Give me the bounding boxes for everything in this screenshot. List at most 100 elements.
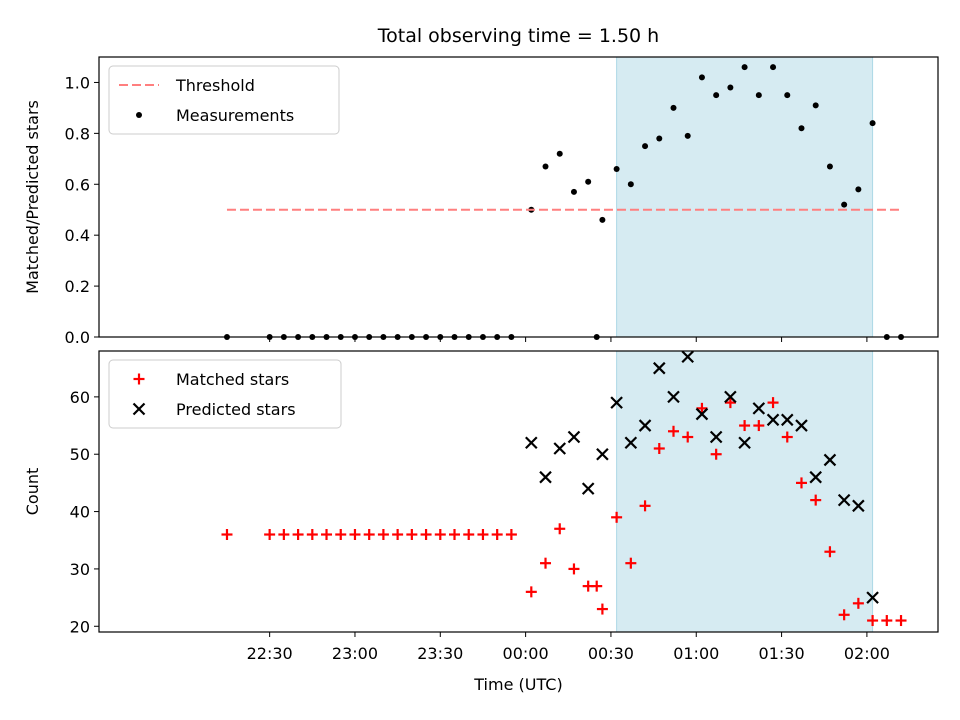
matched-star-point <box>264 529 276 541</box>
measurement-point <box>741 64 748 71</box>
x-b <box>581 482 595 495</box>
x-tick-label: 00:30 <box>588 644 634 663</box>
matched-star-point <box>377 529 389 541</box>
x-tick-label: 01:00 <box>673 644 719 663</box>
x-tick-label: 23:00 <box>332 644 378 663</box>
matched-star-point <box>505 529 517 541</box>
measurement-point <box>812 102 819 109</box>
y-tick-label: 0.4 <box>65 226 90 245</box>
measurement-point <box>784 92 791 99</box>
x-b <box>866 591 879 604</box>
predicted-star-point <box>809 470 822 484</box>
matched-star-point <box>321 529 333 541</box>
x-b <box>695 407 709 421</box>
matched-star-point <box>867 615 879 627</box>
legend-box <box>108 359 342 429</box>
legend-label: Predicted stars <box>176 400 296 419</box>
x-b <box>795 419 808 432</box>
predicted-star-point <box>653 361 666 375</box>
x-b <box>610 396 623 409</box>
matched-star-point <box>753 420 765 432</box>
y-tick-label: 0.2 <box>65 277 90 296</box>
measurement-point <box>713 92 720 99</box>
measurement-point <box>698 74 705 81</box>
x-b <box>624 436 638 450</box>
measurement-point <box>613 166 620 172</box>
y-tick-label: 0.0 <box>65 328 90 347</box>
matched-star-point <box>795 477 807 489</box>
matched-star-point <box>349 529 361 541</box>
x-b <box>738 436 751 450</box>
predicted-star-point <box>567 430 581 444</box>
legend-label: Matched stars <box>176 370 289 389</box>
matched-star-point <box>596 603 608 615</box>
matched-star-point <box>568 563 580 575</box>
measurement-point <box>585 178 592 185</box>
x-b <box>823 453 837 467</box>
matched-star-point <box>540 557 552 569</box>
y-tick-label: 40 <box>70 503 90 522</box>
predicted-star-point <box>581 482 595 495</box>
matched-star-point <box>434 529 446 541</box>
predicted-star-point <box>610 396 623 409</box>
matched-star-point <box>682 431 694 443</box>
measurement-point <box>542 163 549 170</box>
predicted-star-point <box>752 402 766 415</box>
measurement-point <box>627 181 634 188</box>
predicted-star-point <box>681 350 694 364</box>
matched-star-point <box>306 529 318 541</box>
x-b <box>596 447 609 461</box>
x-b <box>852 499 865 513</box>
matched-star-point <box>449 529 461 541</box>
matched-star-point <box>653 442 665 454</box>
highlight-span <box>616 351 873 632</box>
matched-star-point <box>710 448 722 460</box>
x-tick-label: 22:30 <box>247 644 293 663</box>
predicted-star-point <box>738 436 751 450</box>
matched-star-point <box>724 397 736 409</box>
matched-star-point <box>554 523 566 535</box>
measurement-point <box>841 201 848 208</box>
predicted-star-point <box>709 430 723 444</box>
x-b <box>780 413 794 427</box>
x-b <box>752 402 766 415</box>
matched-star-point <box>420 529 432 541</box>
highlight-span <box>616 57 873 337</box>
predicted-star-point <box>823 453 837 467</box>
matched-star-point <box>292 529 304 541</box>
predicted-star-point <box>638 419 652 432</box>
chart-title: Total observing time = 1.50 h <box>377 25 659 47</box>
x-b <box>766 413 780 427</box>
x-b <box>638 419 652 432</box>
x-b <box>709 430 723 444</box>
axes-frame <box>98 56 939 338</box>
x-b <box>681 350 694 364</box>
y-tick-label: 0.8 <box>65 124 90 143</box>
matched-star-point <box>668 425 680 437</box>
measurement-point <box>599 216 606 223</box>
matched-star-point <box>881 615 893 627</box>
predicted-star-point <box>852 499 865 513</box>
predicted-star-point <box>766 413 780 427</box>
predicted-star-point <box>624 436 638 450</box>
measurement-point <box>670 104 677 111</box>
predicted-star-point <box>525 436 538 450</box>
x-tick-label: 01:30 <box>759 644 805 663</box>
measurement-point <box>656 135 663 142</box>
measurement-point <box>855 186 862 193</box>
matched-star-point <box>852 597 864 609</box>
x-b <box>653 361 666 375</box>
matched-star-point <box>739 420 751 432</box>
measurement-point <box>770 64 777 71</box>
x-b <box>567 430 581 444</box>
y-tick-label: 30 <box>70 560 90 579</box>
x-tick-label: 00:00 <box>503 644 549 663</box>
measurement-point <box>570 188 577 195</box>
matched-star-point <box>781 431 793 443</box>
matched-star-point <box>824 546 836 558</box>
matched-star-point <box>221 529 233 541</box>
bottom-panel: 20 30 40 50 60 22:30 23:00 23:30 00:00 00:30 01:00… <box>23 350 939 663</box>
matched-star-point <box>895 615 907 627</box>
matched-star-point <box>525 586 537 598</box>
